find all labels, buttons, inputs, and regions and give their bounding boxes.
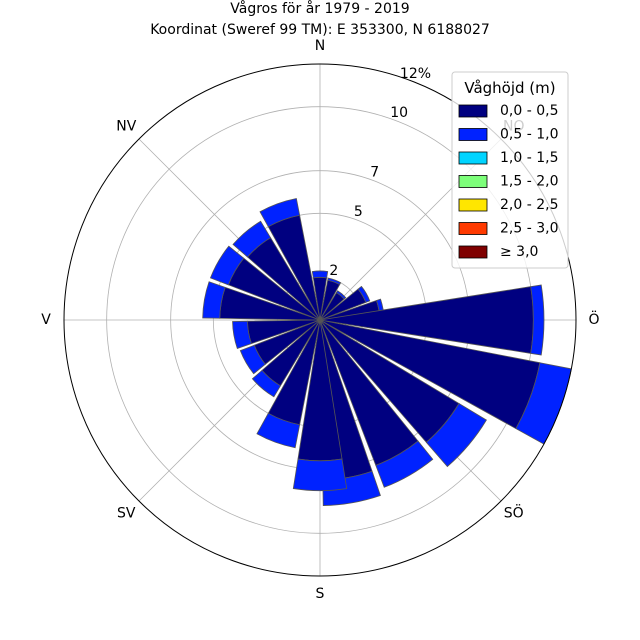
direction-label: V (41, 312, 51, 328)
legend-swatch (458, 151, 488, 165)
legend: Våghöjd (m) 0,0 - 0,5 0,5 - 1,0 1,0 - 1,5 1… (451, 71, 569, 269)
legend-label: 0,0 - 0,5 (500, 103, 558, 119)
direction-label: S (316, 586, 325, 602)
direction-label: SÖ (504, 504, 524, 522)
legend-swatch (458, 222, 488, 235)
sector-bar-segment (202, 281, 226, 319)
radial-tick-label: 7 (370, 164, 379, 180)
radial-tick-label: 2 (329, 263, 338, 279)
sector-bar-segment (232, 220, 272, 258)
legend-label: 2,0 - 2,5 (500, 197, 558, 213)
sector-bar-segment (311, 270, 329, 279)
legend-swatch (458, 175, 488, 188)
legend-label: 2,5 - 3,0 (500, 221, 558, 237)
radial-tick-labels: 2 5 7 10 12% (329, 66, 431, 279)
radial-tick-label: 5 (354, 204, 363, 220)
chart-title: Vågros för år 1979 - 2019 (230, 0, 409, 17)
direction-label: NV (116, 118, 136, 134)
sector-bar-segment (209, 245, 245, 286)
direction-label: Ö (588, 310, 599, 328)
polar-frame (63, 63, 577, 577)
legend-items: 0,0 - 0,5 0,5 - 1,0 1,0 - 1,5 1,5 - 2,0 2,0 … (458, 103, 558, 260)
sector-bar-segment (239, 344, 266, 375)
sector-bar-segment (259, 198, 301, 228)
sector-bar-segment (530, 284, 545, 356)
sector-bar-segment (425, 402, 487, 468)
sector-bars (202, 198, 572, 506)
legend-swatch (458, 128, 488, 141)
legend-swatch (458, 198, 488, 212)
sector-bar-segment (357, 285, 371, 303)
direction-label: N (315, 38, 325, 54)
radial-tick-label: 12% (400, 66, 431, 82)
sector-bar-segment (256, 412, 301, 449)
sector-bar-segment (327, 277, 342, 286)
legend-swatch (458, 104, 488, 118)
direction-label: SV (117, 506, 136, 522)
legend-box (451, 71, 569, 269)
legend-label: ≥ 3,0 (500, 244, 538, 260)
legend-label: 1,0 - 1,5 (500, 150, 558, 166)
legend-label: 0,5 - 1,0 (500, 127, 558, 143)
legend-label: 1,5 - 2,0 (500, 174, 558, 190)
chart-subtitle: Koordinat (Sweref 99 TM): E 353300, N 61… (150, 22, 490, 38)
legend-title: Våghöjd (m) (464, 79, 555, 97)
radial-tick-label: 10 (390, 105, 408, 121)
sector-bar-segment (375, 440, 434, 488)
legend-swatch (458, 245, 488, 259)
sector-bar-segment (335, 290, 347, 300)
sector-bar-segment (251, 369, 281, 398)
sector-bar-segment (292, 458, 348, 491)
sector-bar-segment (232, 320, 252, 349)
